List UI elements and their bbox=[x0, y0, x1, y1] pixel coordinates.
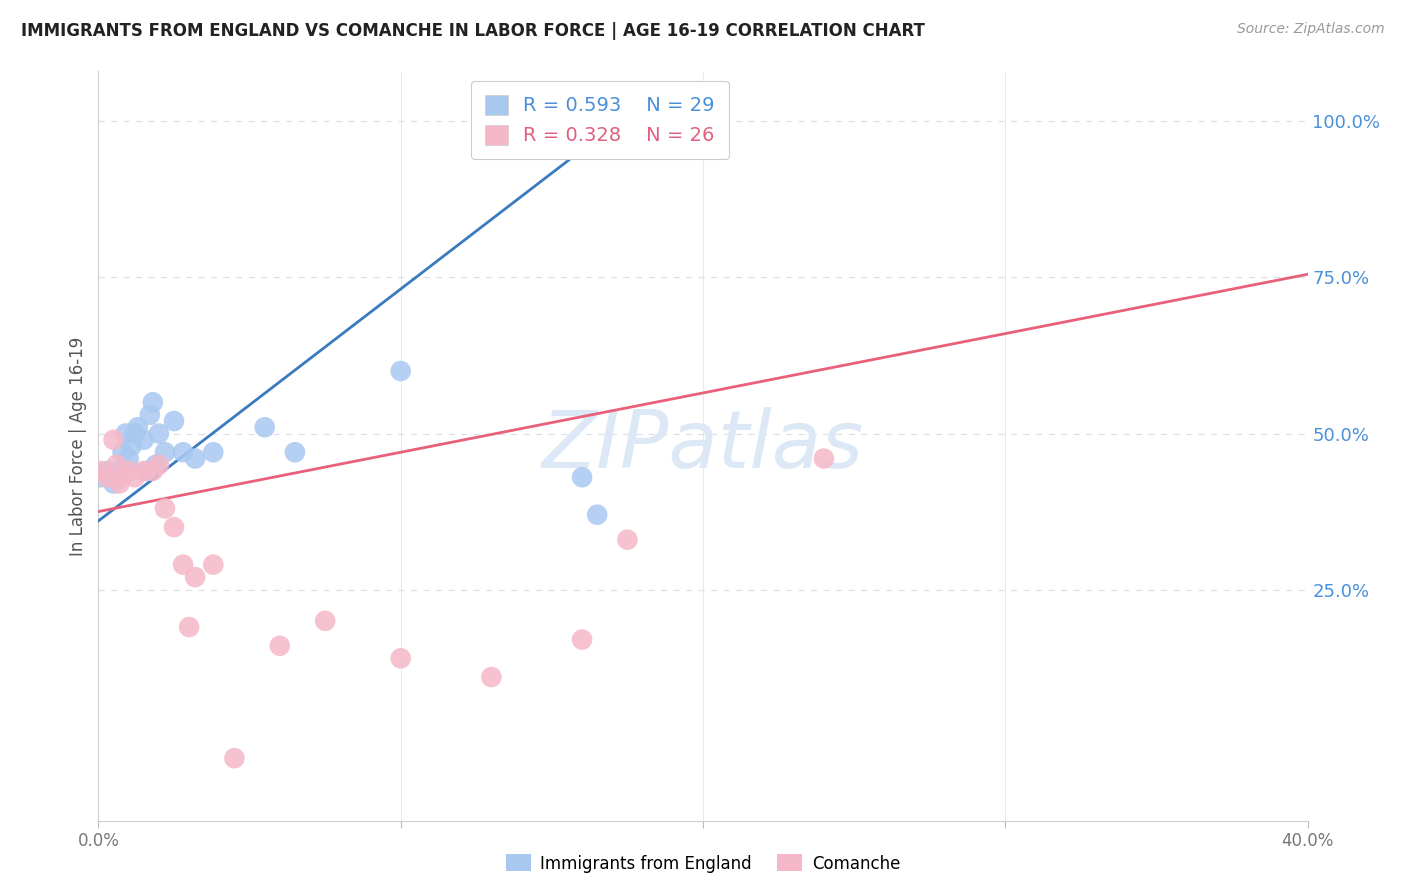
Point bbox=[148, 426, 170, 441]
Point bbox=[602, 114, 624, 128]
Point bbox=[96, 470, 118, 484]
Point bbox=[145, 458, 167, 472]
Point bbox=[103, 433, 125, 447]
Point bbox=[184, 570, 207, 584]
Point bbox=[124, 426, 146, 441]
Point bbox=[616, 533, 638, 547]
Point bbox=[481, 670, 503, 684]
Point bbox=[90, 464, 112, 478]
Legend: Immigrants from England, Comanche: Immigrants from England, Comanche bbox=[499, 847, 907, 880]
Point bbox=[127, 420, 149, 434]
Point bbox=[111, 470, 134, 484]
Point bbox=[139, 408, 162, 422]
Point bbox=[571, 632, 593, 647]
Point bbox=[135, 464, 157, 478]
Point bbox=[96, 464, 118, 478]
Point bbox=[100, 470, 122, 484]
Point bbox=[132, 433, 155, 447]
Point bbox=[163, 414, 186, 428]
Point bbox=[202, 445, 225, 459]
Point bbox=[103, 476, 125, 491]
Point bbox=[121, 439, 143, 453]
Point bbox=[108, 476, 131, 491]
Point bbox=[571, 470, 593, 484]
Point bbox=[813, 451, 835, 466]
Point bbox=[224, 751, 246, 765]
Point bbox=[114, 426, 136, 441]
Point bbox=[389, 364, 412, 378]
Point bbox=[142, 464, 165, 478]
Point bbox=[172, 445, 194, 459]
Point bbox=[163, 520, 186, 534]
Point bbox=[148, 458, 170, 472]
Text: IMMIGRANTS FROM ENGLAND VS COMANCHE IN LABOR FORCE | AGE 16-19 CORRELATION CHART: IMMIGRANTS FROM ENGLAND VS COMANCHE IN L… bbox=[21, 22, 925, 40]
Point bbox=[142, 395, 165, 409]
Point bbox=[184, 451, 207, 466]
Legend: R = 0.593    N = 29, R = 0.328    N = 26: R = 0.593 N = 29, R = 0.328 N = 26 bbox=[471, 81, 728, 159]
Text: ZIPatlas: ZIPatlas bbox=[541, 407, 865, 485]
Point bbox=[202, 558, 225, 572]
Point bbox=[314, 614, 336, 628]
Y-axis label: In Labor Force | Age 16-19: In Labor Force | Age 16-19 bbox=[69, 336, 87, 556]
Point bbox=[253, 420, 276, 434]
Point bbox=[118, 464, 141, 478]
Point bbox=[179, 620, 201, 634]
Point bbox=[284, 445, 307, 459]
Point bbox=[118, 451, 141, 466]
Point bbox=[389, 651, 412, 665]
Point bbox=[269, 639, 291, 653]
Point bbox=[105, 458, 128, 472]
Point bbox=[586, 508, 609, 522]
Point bbox=[153, 445, 176, 459]
Point bbox=[153, 501, 176, 516]
Point bbox=[111, 445, 134, 459]
Point bbox=[90, 470, 112, 484]
Point bbox=[172, 558, 194, 572]
Point bbox=[105, 470, 128, 484]
Point bbox=[108, 464, 131, 478]
Text: Source: ZipAtlas.com: Source: ZipAtlas.com bbox=[1237, 22, 1385, 37]
Point bbox=[132, 464, 155, 478]
Point bbox=[124, 470, 146, 484]
